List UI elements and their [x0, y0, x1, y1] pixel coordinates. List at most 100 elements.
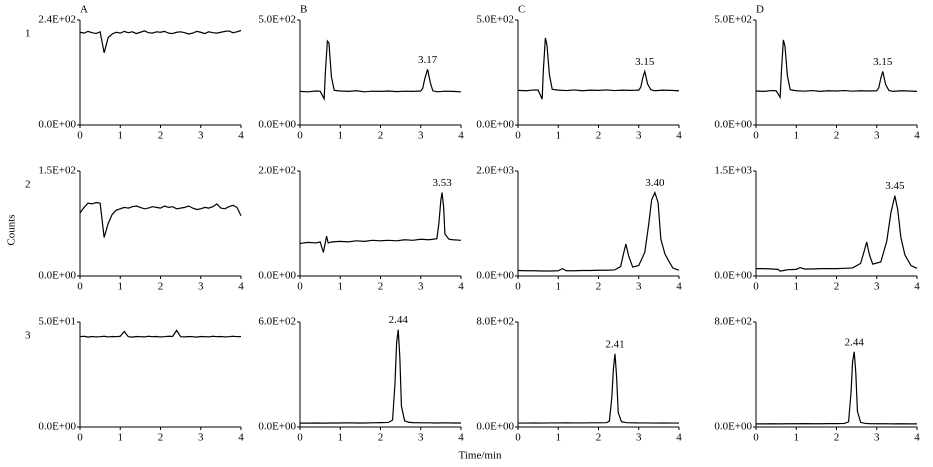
x-tick-label: 1 — [118, 130, 124, 142]
y-tick-label: 0.0E+00 — [258, 119, 296, 131]
x-tick-label: 4 — [238, 432, 244, 444]
row-label: 3 — [25, 330, 31, 342]
x-tick-label: 4 — [238, 281, 244, 293]
x-tick-label: 3 — [418, 432, 424, 444]
x-tick-label: 4 — [676, 432, 682, 444]
line — [518, 353, 679, 424]
x-tick-label: 3 — [198, 281, 204, 293]
x-tick-label: 4 — [676, 130, 682, 142]
y-tick-label: 0.0E+00 — [476, 119, 514, 131]
peak-label: 3.45 — [885, 180, 905, 192]
x-tick-label: 2 — [378, 281, 384, 293]
y-tick-label: 1.5E+03 — [714, 165, 752, 177]
x-tick-label: 3 — [636, 432, 642, 444]
x-tick-label: 2 — [834, 281, 840, 293]
y-tick-label: 0.0E+00 — [38, 421, 76, 433]
x-tick-label: 2 — [378, 432, 384, 444]
line — [79, 29, 242, 53]
x-tick-label: 3 — [636, 281, 642, 293]
x-tick-label: 0 — [297, 130, 303, 142]
peak-label: 2.44 — [845, 336, 865, 348]
x-tick-label: 3 — [636, 130, 642, 142]
x-axis-label: Time/min — [459, 450, 502, 462]
peak-label: 2.41 — [605, 338, 624, 350]
line — [756, 195, 918, 272]
y-tick-label: 6.0E+02 — [258, 316, 296, 328]
x-tick-label: 4 — [238, 130, 244, 142]
y-tick-label: 0.0E+00 — [714, 119, 752, 131]
x-tick-label: 4 — [676, 281, 682, 293]
x-tick-label: 3 — [874, 281, 880, 293]
x-tick-label: 2 — [158, 130, 164, 142]
y-tick-label: 0.0E+00 — [476, 421, 514, 433]
x-tick-label: 1 — [556, 130, 562, 142]
y-tick-label: 5.0E+01 — [38, 316, 76, 328]
x-tick-label: 4 — [458, 130, 464, 142]
line — [517, 190, 680, 272]
x-tick-label: 2 — [596, 130, 602, 142]
x-tick-label: 3 — [198, 130, 204, 142]
y-tick-label: 0.0E+00 — [38, 270, 76, 282]
x-tick-label: 3 — [198, 432, 204, 444]
y-tick-label: 2.0E+02 — [258, 165, 296, 177]
column-label: A — [80, 4, 88, 16]
x-tick-label: 2 — [378, 130, 384, 142]
x-tick-label: 0 — [515, 130, 521, 142]
x-tick-label: 2 — [834, 130, 840, 142]
x-tick-label: 0 — [77, 432, 83, 444]
line — [755, 39, 918, 100]
peak-label: 2.44 — [389, 314, 409, 326]
peak-label: 3.15 — [635, 56, 655, 68]
y-tick-label: 2.0E+03 — [476, 165, 514, 177]
column-label: C — [518, 4, 525, 16]
x-tick-label: 2 — [596, 281, 602, 293]
x-tick-label: 2 — [596, 432, 602, 444]
x-tick-label: 0 — [515, 432, 521, 444]
peak-label: 3.17 — [418, 54, 438, 66]
row-label: 1 — [25, 28, 31, 40]
x-tick-label: 4 — [914, 130, 920, 142]
x-tick-label: 1 — [118, 281, 124, 293]
x-tick-label: 0 — [77, 281, 83, 293]
y-tick-label: 0.0E+00 — [714, 270, 752, 282]
column-label: B — [300, 4, 307, 16]
row-label: 2 — [25, 179, 31, 191]
x-tick-label: 0 — [297, 281, 303, 293]
line — [756, 351, 917, 425]
line — [299, 192, 462, 253]
y-tick-label: 5.0E+02 — [714, 14, 752, 26]
x-tick-label: 1 — [794, 130, 800, 142]
line — [79, 329, 242, 338]
y-tick-label: 5.0E+02 — [258, 14, 296, 26]
x-tick-label: 4 — [914, 432, 920, 444]
x-tick-label: 1 — [556, 281, 562, 293]
x-tick-label: 2 — [158, 281, 164, 293]
y-tick-label: 0.0E+00 — [38, 119, 76, 131]
y-tick-label: 0.0E+00 — [714, 421, 752, 433]
x-tick-label: 3 — [418, 130, 424, 142]
x-tick-label: 3 — [874, 432, 880, 444]
x-tick-label: 1 — [556, 432, 562, 444]
x-tick-label: 0 — [297, 432, 303, 444]
y-tick-label: 5.0E+02 — [476, 14, 514, 26]
x-tick-label: 3 — [874, 130, 880, 142]
line — [79, 201, 242, 238]
line — [299, 39, 462, 101]
y-tick-label: 8.0E+02 — [714, 316, 752, 328]
column-label: D — [756, 4, 764, 16]
x-tick-label: 1 — [794, 281, 800, 293]
x-tick-label: 4 — [458, 281, 464, 293]
y-tick-label: 2.4E+02 — [38, 14, 76, 26]
x-tick-label: 0 — [515, 281, 521, 293]
y-axis-label: Counts — [6, 214, 18, 245]
x-tick-label: 0 — [753, 281, 759, 293]
peak-label: 3.40 — [645, 177, 665, 189]
x-tick-label: 1 — [794, 432, 800, 444]
x-tick-label: 2 — [834, 432, 840, 444]
x-tick-label: 3 — [418, 281, 424, 293]
y-tick-label: 1.5E+02 — [38, 165, 76, 177]
x-tick-label: 1 — [338, 281, 344, 293]
x-tick-label: 4 — [914, 281, 920, 293]
y-tick-label: 0.0E+00 — [476, 270, 514, 282]
